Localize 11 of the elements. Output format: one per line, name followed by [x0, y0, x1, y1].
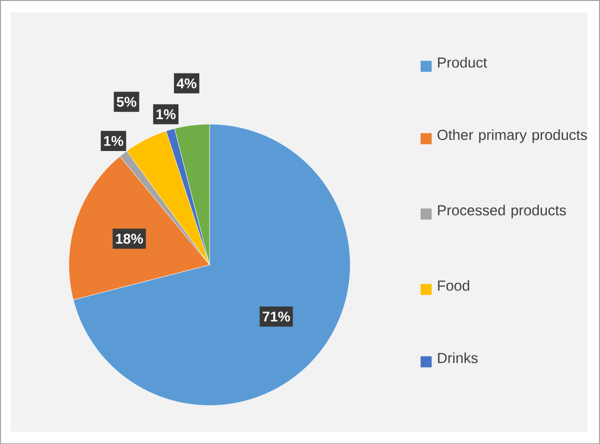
data-label: 4%	[176, 78, 196, 88]
data-label: 71%	[262, 312, 290, 322]
legend-label: Other primary products	[438, 129, 587, 143]
data-label: 1%	[156, 109, 176, 120]
legend-label: Drinks	[438, 352, 478, 364]
legend-label: Processed products	[438, 204, 566, 218]
legend-label: Product	[438, 56, 487, 68]
legend-label: Food	[438, 280, 470, 291]
data-label: 1%	[104, 136, 124, 146]
data-label: 5%	[116, 96, 136, 107]
data-label: 18%	[116, 234, 143, 244]
